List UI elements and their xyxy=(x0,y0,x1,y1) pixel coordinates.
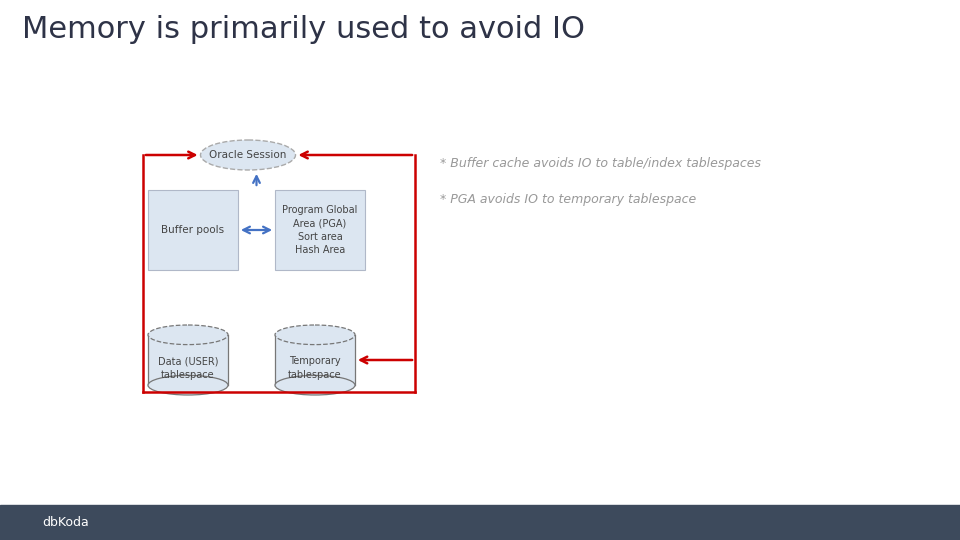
Text: Data (USER)
tablespace: Data (USER) tablespace xyxy=(157,356,218,380)
Text: dbKoda: dbKoda xyxy=(42,516,88,529)
Text: Oracle Session: Oracle Session xyxy=(209,150,287,160)
Ellipse shape xyxy=(201,140,296,170)
Text: Program Global
Area (PGA)
Sort area
Hash Area: Program Global Area (PGA) Sort area Hash… xyxy=(282,205,358,255)
Ellipse shape xyxy=(275,325,355,345)
Ellipse shape xyxy=(275,375,355,395)
Bar xyxy=(0,505,960,540)
Bar xyxy=(275,335,355,385)
Bar xyxy=(275,190,365,270)
Text: Temporary
tablespace: Temporary tablespace xyxy=(288,356,342,380)
Text: * Buffer cache avoids IO to table/index tablespaces: * Buffer cache avoids IO to table/index … xyxy=(440,157,761,170)
Ellipse shape xyxy=(148,375,228,395)
Bar xyxy=(148,190,238,270)
Text: Buffer pools: Buffer pools xyxy=(161,225,225,235)
Bar xyxy=(148,335,228,385)
Ellipse shape xyxy=(148,325,228,345)
Text: * PGA avoids IO to temporary tablespace: * PGA avoids IO to temporary tablespace xyxy=(440,193,696,206)
Text: Memory is primarily used to avoid IO: Memory is primarily used to avoid IO xyxy=(22,15,585,44)
